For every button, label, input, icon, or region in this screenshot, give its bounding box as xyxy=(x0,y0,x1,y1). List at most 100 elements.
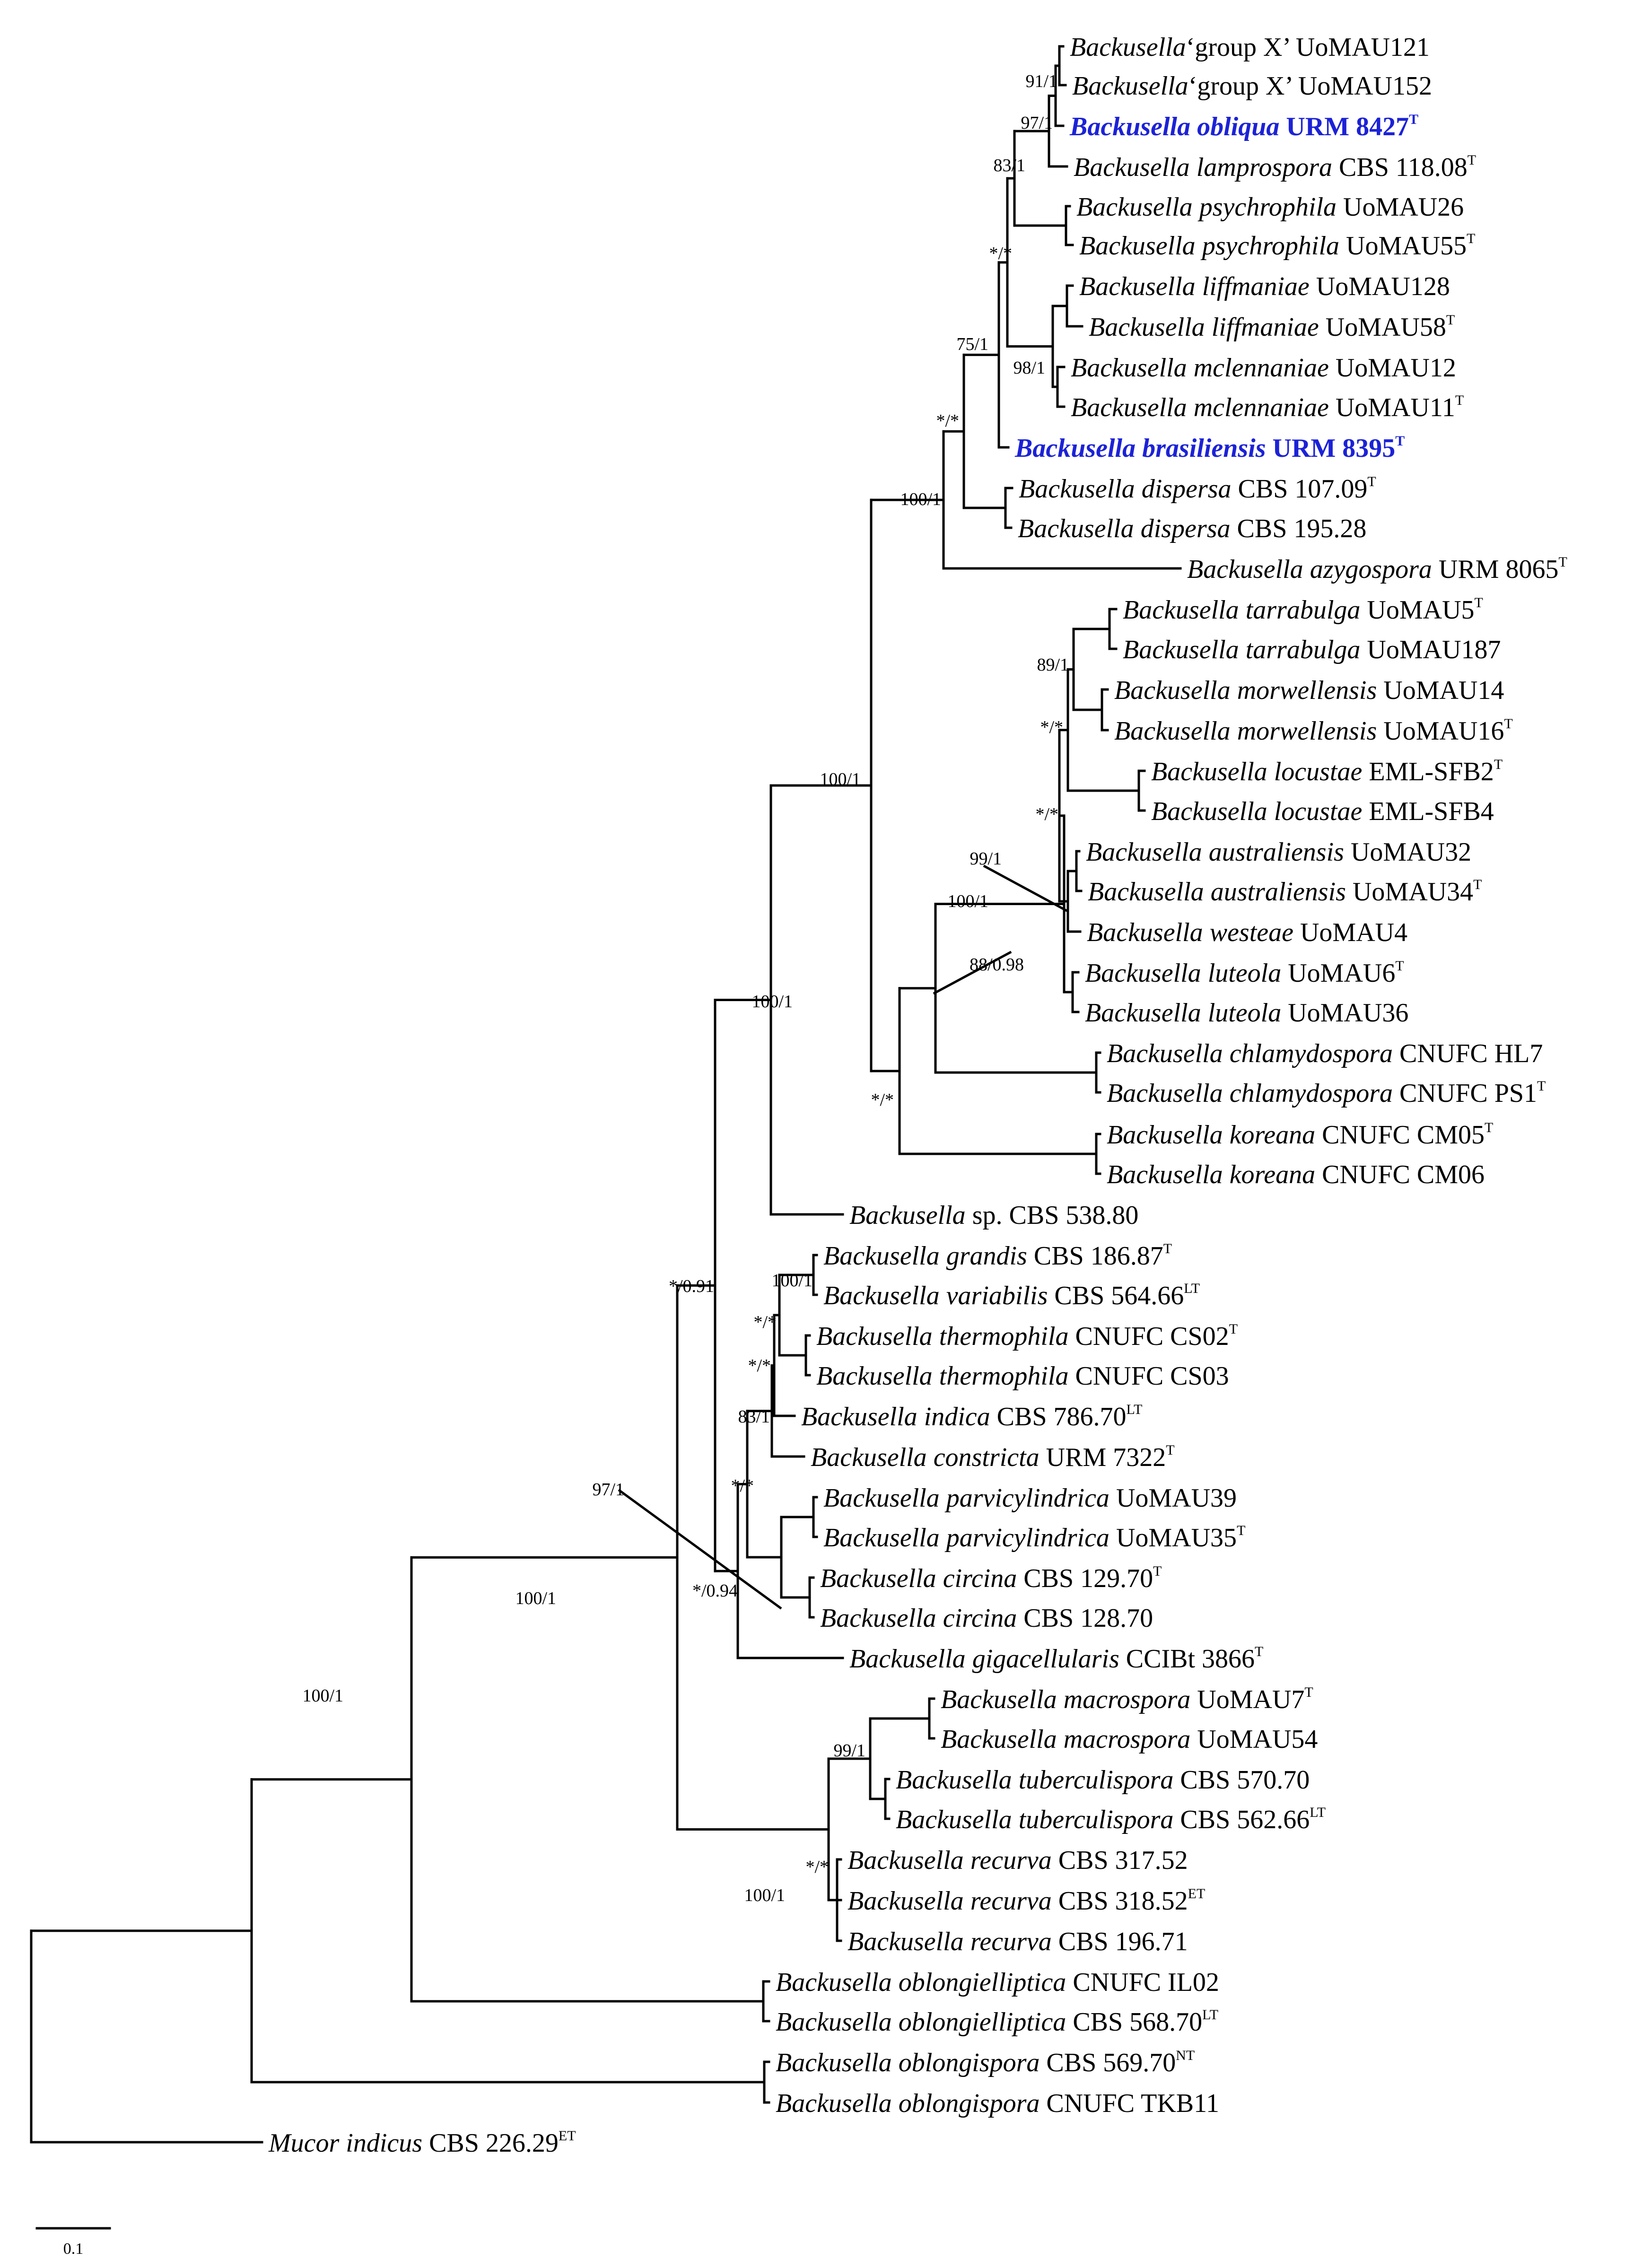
type-superscript: T xyxy=(1467,231,1475,246)
taxon-epithet: recurva xyxy=(970,1846,1052,1875)
taxon-strain: CBS 538.80 xyxy=(1009,1201,1138,1230)
taxon-genus: Backusella xyxy=(1019,474,1135,504)
taxon-epithet: macrospora xyxy=(1064,1685,1191,1714)
taxon-epithet: australiensis xyxy=(1209,837,1344,867)
taxon-epithet: australiensis xyxy=(1211,877,1346,907)
taxon-label: Backusella chlamydospora CNUFC HL7 xyxy=(1107,1039,1543,1068)
taxon-strain: CBS 186.87 xyxy=(1034,1241,1163,1271)
taxon-genus: Backusella xyxy=(1114,676,1231,705)
taxon-label: Backusella thermophila CNUFC CS02T xyxy=(816,1321,1238,1351)
type-superscript: T xyxy=(1163,1241,1172,1256)
taxon-strain: UoMAU7 xyxy=(1197,1685,1304,1714)
support-value: 99/1 xyxy=(970,849,1002,869)
type-superscript: T xyxy=(1255,1644,1263,1659)
type-superscript: T xyxy=(1494,757,1503,772)
taxon-strain: URM 7322 xyxy=(1046,1443,1166,1472)
taxon-strain: UoMAU32 xyxy=(1351,837,1471,867)
taxon-epithet: thermophila xyxy=(939,1361,1069,1391)
taxon-label: Backusella koreana CNUFC CM05T xyxy=(1107,1120,1493,1150)
taxon-genus: Backusella xyxy=(1151,797,1267,826)
type-superscript: ET xyxy=(559,2128,576,2144)
support-values: 91/1 97/1 83/1 */* 98/1 75/1 */* 100/1 89/1 */* */… xyxy=(302,71,1069,1905)
scale-bar-label: 0.1 xyxy=(63,2240,84,2258)
taxon-label: Backusella dispersa CBS 107.09T xyxy=(1019,474,1376,504)
taxon-strain: UoMAU58 xyxy=(1326,313,1446,342)
support-value: 89/1 xyxy=(1037,655,1069,675)
taxon-label: Backusella indica CBS 786.70LT xyxy=(801,1402,1142,1431)
taxon-qualifier: ‘group X’ xyxy=(1186,33,1296,62)
taxon-strain: UoMAU16 xyxy=(1383,716,1504,746)
support-value: */* xyxy=(1040,717,1063,737)
taxon-epithet: circina xyxy=(943,1564,1017,1593)
taxon-epithet: parvicylindrica xyxy=(944,1523,1110,1553)
taxon-epithet: macrospora xyxy=(1064,1725,1191,1754)
taxon-label: Backusella‘group X’ UoMAU121 xyxy=(1070,33,1430,62)
taxon-genus: Backusella xyxy=(1107,1160,1223,1189)
taxon-strain: UoMAU4 xyxy=(1300,918,1407,947)
taxon-label: Backusella westeae UoMAU4 xyxy=(1087,918,1407,947)
taxon-label: Backusella mclennaniae UoMAU12 xyxy=(1071,353,1456,383)
taxon-strain: UoMAU54 xyxy=(1197,1725,1318,1754)
taxon-label: Backusella liffmaniae UoMAU128 xyxy=(1079,272,1450,301)
taxon-epithet: tarrabulga xyxy=(1246,635,1361,664)
taxon-label: Backusella macrospora UoMAU54 xyxy=(941,1725,1318,1754)
taxon-epithet: koreana xyxy=(1230,1120,1315,1150)
taxon-label: Mucor indicus CBS 226.29ET xyxy=(268,2128,576,2158)
taxon-label: Backusella morwellensis UoMAU16T xyxy=(1114,716,1513,746)
type-superscript: T xyxy=(1473,877,1482,892)
taxon-label: Backusella tuberculispora CBS 570.70 xyxy=(896,1765,1310,1795)
taxon-label: Backusella tarrabulga UoMAU187 xyxy=(1123,635,1501,664)
taxon-genus: Backusella xyxy=(1123,635,1239,664)
support-value: 88/0.98 xyxy=(970,955,1024,975)
taxon-epithet: azygospora xyxy=(1310,555,1432,584)
support-value: 83/1 xyxy=(993,156,1025,175)
taxon-genus: Backusella xyxy=(896,1765,1012,1795)
support-value: 100/1 xyxy=(515,1588,556,1608)
taxon-label: Backusella oblongielliptica CBS 568.70LT xyxy=(776,2007,1218,2037)
taxon-strain: CBS 107.09 xyxy=(1238,474,1367,504)
taxon-genus: Backusella xyxy=(823,1483,940,1513)
taxon-genus: Backusella xyxy=(776,2089,892,2118)
type-superscript: T xyxy=(1504,716,1512,732)
taxon-strain: CNUFC PS1 xyxy=(1399,1079,1537,1108)
taxon-epithet: recurva xyxy=(970,1886,1052,1916)
support-leader-line xyxy=(933,951,1012,995)
taxon-genus: Backusella xyxy=(823,1523,940,1553)
taxon-epithet: lamprospora xyxy=(1197,153,1332,182)
taxon-label: Backusella circina CBS 128.70 xyxy=(820,1604,1153,1633)
support-value: */* xyxy=(805,1857,829,1877)
taxon-strain: CBS 226.29 xyxy=(429,2128,559,2158)
taxon-label: Backusella psychrophila UoMAU55T xyxy=(1079,231,1475,261)
taxon-genus: Backusella xyxy=(1088,877,1204,907)
support-value: */* xyxy=(753,1312,777,1332)
type-superscript: T xyxy=(1468,152,1476,168)
support-value: 97/1 xyxy=(592,1480,624,1500)
type-superscript: T xyxy=(1367,474,1376,489)
taxon-label: Backusella gigacellularis CCIBt 3866T xyxy=(849,1644,1263,1674)
taxon-strain: UoMAU39 xyxy=(1116,1483,1237,1513)
taxon-strain: CNUFC TKB11 xyxy=(1046,2089,1219,2118)
support-leader-line xyxy=(618,1489,782,1610)
taxon-strain: CBS 195.28 xyxy=(1237,514,1366,543)
taxon-strain: CNUFC CS02 xyxy=(1075,1322,1229,1351)
taxon-genus: Backusella xyxy=(1087,918,1203,947)
taxon-label: Backusella luteola UoMAU6T xyxy=(1085,958,1404,988)
support-value: 100/1 xyxy=(302,1686,343,1706)
taxon-labels: Backusella‘group X’ UoMAU121 Backusella ‘g… xyxy=(268,33,1567,2158)
taxon-genus: Backusella xyxy=(1086,837,1202,867)
taxon-strain: CCIBt 3866 xyxy=(1126,1644,1255,1674)
taxon-label: Backusella chlamydospora CNUFC PS1T xyxy=(1107,1078,1546,1108)
taxon-epithet: brasiliensis xyxy=(1142,434,1266,463)
support-value: 83/1 xyxy=(738,1407,770,1427)
support-value: */0.94 xyxy=(692,1581,738,1601)
taxon-genus: Backusella xyxy=(941,1725,1057,1754)
support-value: */0.91 xyxy=(669,1276,714,1296)
type-superscript: T xyxy=(1304,1684,1313,1700)
taxon-genus: Backusella xyxy=(1069,112,1190,141)
support-value: 100/1 xyxy=(900,489,941,509)
type-superscript: T xyxy=(1485,1120,1493,1135)
type-superscript: LT xyxy=(1184,1281,1200,1296)
taxon-genus: Backusella xyxy=(776,2048,892,2077)
taxon-epithet: psychrophila xyxy=(1197,192,1337,222)
